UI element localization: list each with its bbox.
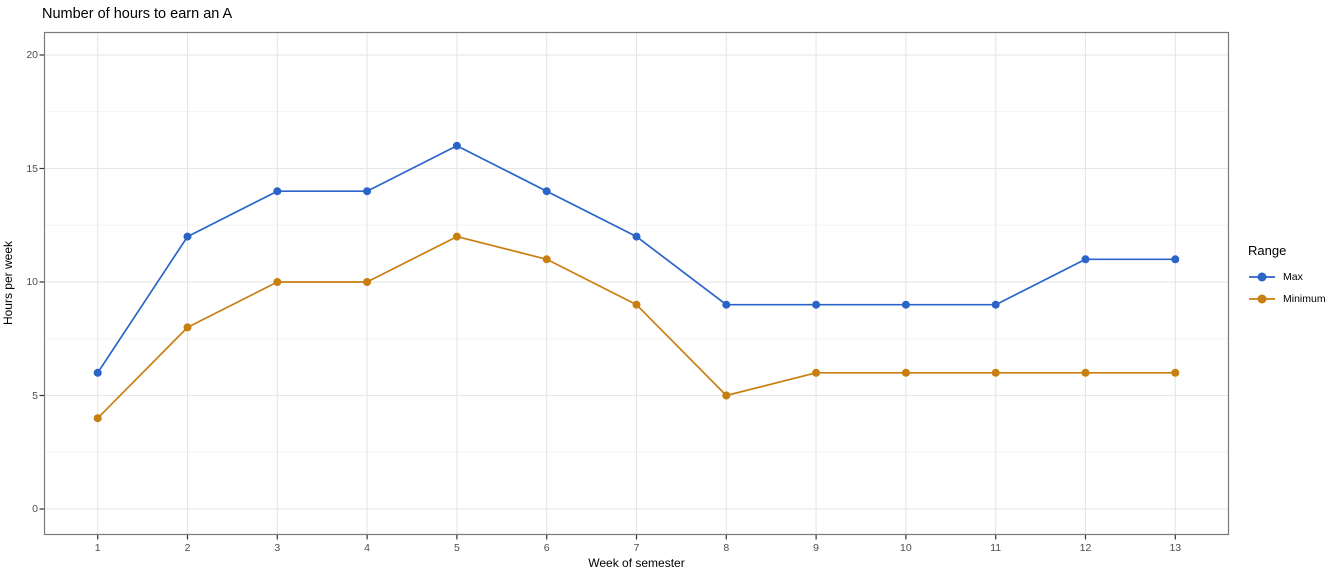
x-tick-label: 8 bbox=[723, 542, 730, 554]
x-tick-label: 11 bbox=[990, 542, 1002, 554]
data-point-minimum bbox=[452, 232, 461, 241]
data-point-max bbox=[991, 300, 1000, 309]
legend-key-icon bbox=[1249, 272, 1275, 282]
data-point-minimum bbox=[1081, 368, 1090, 377]
x-tick-label: 9 bbox=[813, 542, 820, 554]
y-tick-label: 10 bbox=[26, 276, 38, 288]
y-tick-label: 20 bbox=[26, 49, 38, 61]
data-point-max bbox=[183, 232, 192, 241]
data-point-minimum bbox=[1171, 368, 1180, 377]
data-point-minimum bbox=[363, 278, 372, 286]
y-tick-label: 15 bbox=[26, 162, 38, 175]
x-tick-label: 6 bbox=[543, 542, 550, 554]
data-point-minimum bbox=[991, 368, 1000, 377]
data-point-max bbox=[812, 300, 821, 309]
chart-title: Number of hours to earn an A bbox=[42, 6, 233, 22]
data-point-max bbox=[722, 300, 731, 309]
data-point-max bbox=[901, 300, 910, 309]
legend-items: Max Minimum bbox=[1248, 269, 1326, 307]
x-tick-label: 5 bbox=[453, 542, 460, 554]
data-point-max bbox=[363, 187, 372, 196]
data-point-max bbox=[542, 187, 551, 196]
x-tick-label: 13 bbox=[1169, 542, 1182, 554]
data-point-max bbox=[1171, 255, 1180, 264]
legend-item-max: Max bbox=[1248, 269, 1326, 285]
x-tick-label: 4 bbox=[364, 542, 371, 554]
x-tick-label: 1 bbox=[94, 542, 101, 554]
data-point-max bbox=[93, 368, 102, 377]
data-point-minimum bbox=[901, 368, 910, 377]
x-tick-label: 3 bbox=[274, 542, 281, 554]
y-tick-label: 0 bbox=[32, 503, 38, 515]
data-point-minimum bbox=[183, 323, 192, 332]
data-point-minimum bbox=[542, 255, 551, 264]
x-tick-label: 12 bbox=[1079, 542, 1092, 554]
data-point-max bbox=[1081, 255, 1090, 264]
legend-title: Range bbox=[1248, 243, 1287, 258]
data-point-minimum bbox=[273, 278, 282, 286]
x-tick-label: 10 bbox=[900, 542, 912, 554]
legend-label: Minimum bbox=[1283, 293, 1326, 305]
data-point-max bbox=[273, 187, 282, 196]
legend-label: Max bbox=[1283, 271, 1303, 283]
data-point-minimum bbox=[632, 300, 641, 309]
x-axis-title: Week of semester bbox=[588, 556, 685, 570]
legend-item-minimum: Minimum bbox=[1248, 291, 1326, 307]
data-point-max bbox=[632, 232, 641, 241]
data-point-minimum bbox=[722, 391, 731, 400]
x-tick-label: 2 bbox=[184, 542, 191, 554]
data-point-max bbox=[452, 141, 461, 150]
legend-key-icon bbox=[1249, 294, 1275, 304]
panel-border bbox=[43, 31, 1230, 536]
x-tick-label: 7 bbox=[633, 542, 640, 554]
data-point-minimum bbox=[93, 414, 102, 423]
legend: Range Max Minimum bbox=[1248, 243, 1326, 313]
data-point-minimum bbox=[812, 368, 821, 377]
y-tick-label: 5 bbox=[32, 389, 38, 402]
